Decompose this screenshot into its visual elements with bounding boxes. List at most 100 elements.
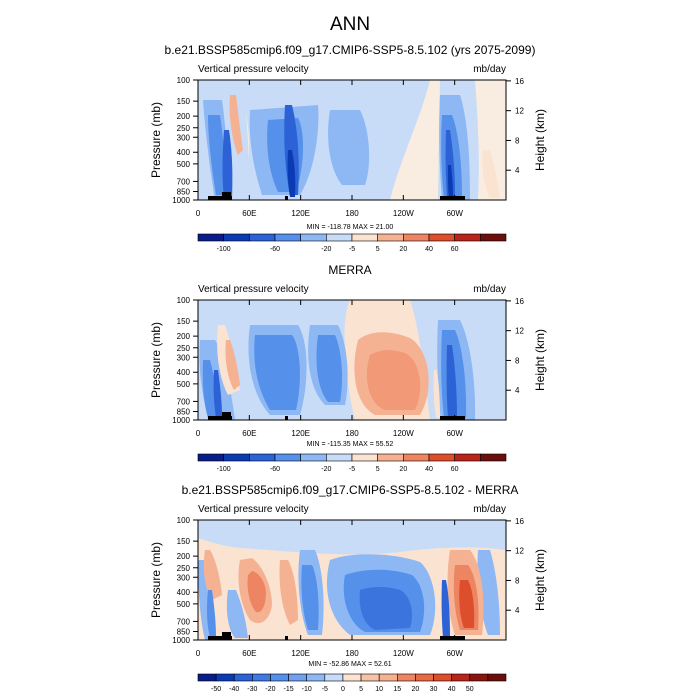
colorbar-label: 0 (341, 686, 345, 693)
colorbar: -100 -60 -20 -5 5 20 40 60 (197, 453, 507, 473)
colorbar-swatch (274, 453, 301, 462)
x-tick-label: 180 (345, 649, 359, 658)
y-tick-label: 200 (177, 112, 191, 121)
colorbar-swatch (415, 673, 434, 682)
colorbar-label: -60 (270, 246, 280, 253)
colorbar-swatch (377, 453, 404, 462)
contour-plot (198, 300, 506, 420)
colorbar-swatch (454, 453, 481, 462)
height-ticks: 4 8 12 16 (506, 517, 524, 615)
y2-tick-label: 16 (515, 77, 524, 86)
longitude-ticks: 0 60E 120E 180 120W 60W (196, 300, 463, 438)
colorbar-swatch (324, 673, 344, 682)
colorbar-label: -50 (211, 686, 221, 693)
colorbar-label: 5 (376, 246, 380, 253)
colorbar-label: -100 (217, 466, 231, 473)
y-tick-label: 100 (177, 76, 191, 85)
colorbar-swatch (300, 233, 327, 242)
y-tick-label: 200 (177, 332, 191, 341)
panel-diff: b.e21.BSSP585cmip6.f09_g17.CMIP6-SSP5-8.… (149, 483, 547, 693)
panel-left-label: Vertical pressure velocity (198, 64, 309, 75)
y-tick-label: 400 (177, 588, 191, 597)
colorbar-swatch (197, 673, 217, 682)
y-axis-label: Pressure (mb) (149, 322, 163, 398)
colorbar-swatch (377, 233, 404, 242)
panel-units-label: mb/day (473, 64, 506, 75)
x-tick-label: 0 (196, 209, 201, 218)
colorbar-swatch (306, 673, 326, 682)
x-tick-label: 180 (345, 429, 359, 438)
colorbar-label: -20 (321, 466, 331, 473)
y2-tick-label: 12 (515, 327, 524, 336)
colorbar-swatch (428, 233, 455, 242)
colorbar-swatch (300, 453, 327, 462)
colorbar-label: 40 (448, 686, 456, 693)
x-tick-label: 120W (393, 649, 414, 658)
colorbar-swatch (274, 233, 301, 242)
panel-obs: MERRA Vertical pressure velocity mb/day (149, 263, 547, 473)
panel-model: b.e21.BSSP585cmip6.f09_g17.CMIP6-SSP5-8.… (149, 43, 547, 253)
y2-tick-label: 12 (515, 547, 524, 556)
colorbar-label: 15 (393, 686, 401, 693)
colorbar-label: -20 (321, 246, 331, 253)
y-tick-label: 500 (177, 380, 191, 389)
y-tick-label: 300 (177, 573, 191, 582)
colorbar-label: 30 (430, 686, 438, 693)
x-tick-label: 60E (242, 429, 256, 438)
y2-tick-label: 8 (515, 576, 520, 585)
y2-tick-label: 8 (515, 356, 520, 365)
colorbar-swatch (197, 453, 224, 462)
y2-tick-label: 16 (515, 297, 524, 306)
colorbar-label: -5 (349, 466, 355, 473)
colorbar-label: -5 (349, 246, 355, 253)
colorbar-swatch (480, 453, 507, 462)
y2-tick-label: 12 (515, 107, 524, 116)
longitude-ticks: 0 60E 120E 180 120W 60W (196, 520, 463, 658)
y-tick-label: 100 (177, 296, 191, 305)
colorbar-swatch (428, 453, 455, 462)
y-tick-label: 400 (177, 148, 191, 157)
colorbar-swatch (288, 673, 308, 682)
colorbar: -100 -60 -20 -5 5 20 40 60 (197, 233, 507, 253)
x-tick-label: 0 (196, 649, 201, 658)
colorbar-label: 20 (399, 466, 407, 473)
colorbar-swatch (326, 233, 353, 242)
colorbar-swatch (403, 233, 430, 242)
colorbar-swatch (403, 453, 430, 462)
colorbar-swatch (197, 233, 224, 242)
y2-tick-label: 4 (515, 606, 520, 615)
y2-tick-label: 16 (515, 517, 524, 526)
y-tick-label: 400 (177, 368, 191, 377)
y2-tick-label: 8 (515, 136, 520, 145)
colorbar-label: -60 (270, 466, 280, 473)
colorbar-swatch (252, 673, 271, 682)
y-tick-label: 250 (177, 564, 191, 573)
y2-axis-label: Height (km) (533, 329, 547, 391)
x-tick-label: 120E (291, 649, 310, 658)
y-tick-label: 850 (177, 628, 191, 637)
colorbar-label: 60 (451, 246, 459, 253)
colorbar-swatch (396, 673, 416, 682)
y-tick-label: 1000 (172, 416, 190, 425)
y-axis-label: Pressure (mb) (149, 542, 163, 618)
panel-units-label: mb/day (473, 504, 506, 515)
y-axis-label: Pressure (mb) (149, 102, 163, 178)
colorbar-swatch (249, 453, 276, 462)
page-title: ANN (329, 14, 371, 35)
min-max-label: MIN = -52.86 MAX = 52.61 (308, 661, 391, 668)
y-tick-label: 100 (177, 516, 191, 525)
colorbar-swatch (223, 233, 250, 242)
colorbar-label: 50 (466, 686, 474, 693)
colorbar-swatch (342, 673, 362, 682)
y-tick-label: 300 (177, 353, 191, 362)
colorbar-label: -100 (217, 246, 231, 253)
panel-units-label: mb/day (473, 284, 506, 295)
x-tick-label: 60E (242, 209, 256, 218)
colorbar-label: -10 (302, 686, 312, 693)
y-tick-label: 500 (177, 160, 191, 169)
panel-left-label: Vertical pressure velocity (198, 284, 309, 295)
y-tick-label: 700 (177, 177, 191, 186)
y-tick-label: 500 (177, 600, 191, 609)
